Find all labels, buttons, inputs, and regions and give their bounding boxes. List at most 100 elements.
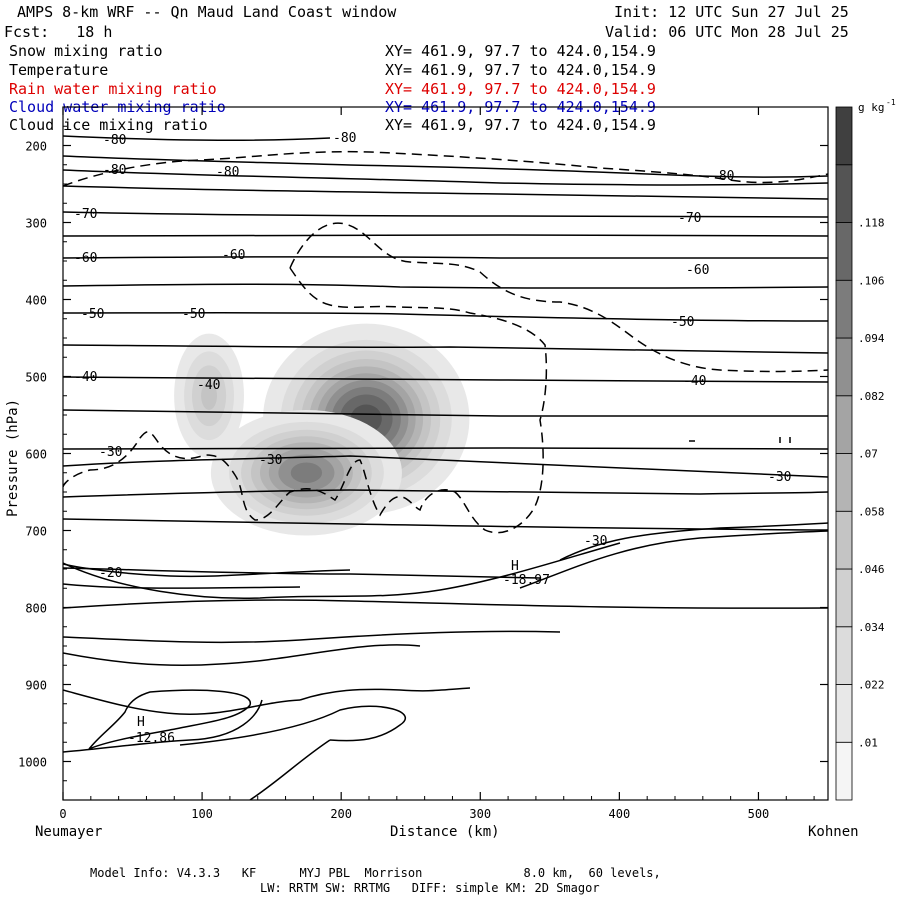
y-tick-label: 600 [25,448,47,462]
contour-label: -40 [197,378,220,393]
y-tick-label: 700 [25,525,47,539]
y-axis-title: Pressure (hPa) [5,399,21,517]
colorbar-swatch [835,164,853,223]
field-label-rain: Rain water mixing ratio [9,80,217,98]
isotherm-minus20-tail [63,689,301,715]
y-tick-label: 300 [25,217,47,231]
contour-label: -30 [259,453,282,468]
x-tick-label: 400 [609,807,631,821]
x-axis-left-label: Neumayer [35,824,102,840]
isotherm-minus40 [63,376,828,383]
isotherm-minus65 [63,233,828,237]
snow-shading-layer [174,323,470,536]
colorbar-swatch [835,510,853,570]
contour-label: -80 [333,131,356,146]
isotherm-minus80-upper [63,135,331,141]
field-xy-rain: XY= 461.9, 97.7 to 424.0,154.9 [385,80,656,98]
axes-layer: 0 100 200 300 400 500 200 300 400 500 600 700 800 900… [18,107,828,821]
isotherm-minus60 [63,256,828,260]
colorbar-swatch [835,279,853,339]
terrain-high-inner [88,689,251,750]
x-axis-right-label: Kohnen [808,824,859,840]
colorbar-swatch [835,222,853,281]
isotherm-minus29 [63,567,541,579]
field-xy-cloud-ice: XY= 461.9, 97.7 to 424.0,154.9 [385,116,656,134]
cloud-ice-contours [63,150,828,534]
field-xy-temperature: XY= 461.9, 97.7 to 424.0,154.9 [385,61,656,79]
isotherm-minus80-lower [63,169,828,186]
colorbar-swatch [835,741,853,801]
colorbar-label: .034 [858,621,885,634]
colorbar-label: .118 [858,217,885,230]
x-tick-label: 200 [330,807,352,821]
terrain-contour-1 [299,687,471,701]
high-marker-letter: H [511,559,519,574]
colorbar-label: .01 [858,736,878,749]
isotherm-boundary-lower [519,530,828,589]
x-tick-label: 100 [191,807,213,821]
colorbar-label: .058 [858,505,885,518]
contour-label: -60 [222,248,245,263]
colorbar-label: .022 [858,679,885,692]
isotherm-minus28 [63,489,828,498]
colorbar-label: .082 [858,390,885,403]
contour-label: -80 [216,165,239,180]
colorbar-swatch [835,106,853,166]
y-tick-label: 800 [25,602,47,616]
y-tick-label: 500 [25,371,47,385]
temperature-contours [63,135,828,800]
x-axis-title: Distance (km) [390,824,500,840]
cloud-ice-loop [63,267,548,534]
model-info-line2: LW: RRTM SW: RRTMG DIFF: simple KM: 2D S… [260,881,600,895]
colorbar-label: .07 [858,448,878,461]
isotherm-minus30-middle [63,599,828,609]
isotherm-minus35 [63,409,828,418]
high-marker-letter: H [137,715,145,730]
contour-label: -50 [81,307,104,322]
contour-label: -20 [99,566,122,581]
cloud-ice-small [779,437,791,443]
isotherm-minus20-main [63,542,621,599]
isotherm-minus55 [63,283,828,289]
isotherm-minus33 [63,446,828,450]
y-tick-label: 400 [25,294,47,308]
colorbar: .01 .022 .034 .046 .058 .07 .082 .094 .106 .118 [835,106,885,801]
colorbar-swatch [835,568,853,628]
colorbar-swatch [835,453,853,512]
contour-label: -50 [671,315,694,330]
valid-time: Valid: 06 UTC Mon 28 Jul 25 [605,23,849,41]
isotherm-minus20-low [63,644,421,667]
high-markers: H -12.86 H -18.97 [128,559,550,746]
isotherm-minus75 [63,185,828,200]
snow-shading-contour [290,462,323,484]
contour-label: -50 [182,307,205,322]
y-tick-label: 1000 [18,756,47,770]
snow-shading-contour [201,381,217,410]
isotherm-minus26 [63,518,828,531]
colorbar-label: .094 [858,332,885,345]
colorbar-label: .106 [858,274,885,287]
forecast-hour: Fcst: 18 h [4,23,113,41]
chart-title: AMPS 8-km WRF -- Qn Maud Land Coast wind… [17,3,397,21]
y-tick-label: 200 [25,140,47,154]
isotherm-minus28-low [63,583,301,589]
high-marker-value: -12.86 [128,731,175,746]
contour-label: -70 [74,207,97,222]
isotherm-minus30 [63,455,828,478]
isotherm-boundary-upper [559,522,828,561]
isotherm-minus45 [63,344,828,354]
colorbar-label: .046 [858,563,885,576]
field-label-snow: Snow mixing ratio [9,42,163,60]
init-time: Init: 12 UTC Sun 27 Jul 25 [614,3,849,21]
field-label-cloud-ice: Cloud ice mixing ratio [9,116,208,134]
isotherm-minus20 [63,563,351,578]
terrain-contour-3 [249,739,331,800]
colorbar-unit: g kg [858,101,885,114]
terrain-high-outer [63,699,263,753]
isotherm-minus25 [63,630,561,644]
colorbar-swatch [835,684,853,743]
contour-label: -80 [711,169,734,184]
isotherm-minus70 [63,211,828,218]
colorbar-unit-exponent: -1 [886,98,896,107]
